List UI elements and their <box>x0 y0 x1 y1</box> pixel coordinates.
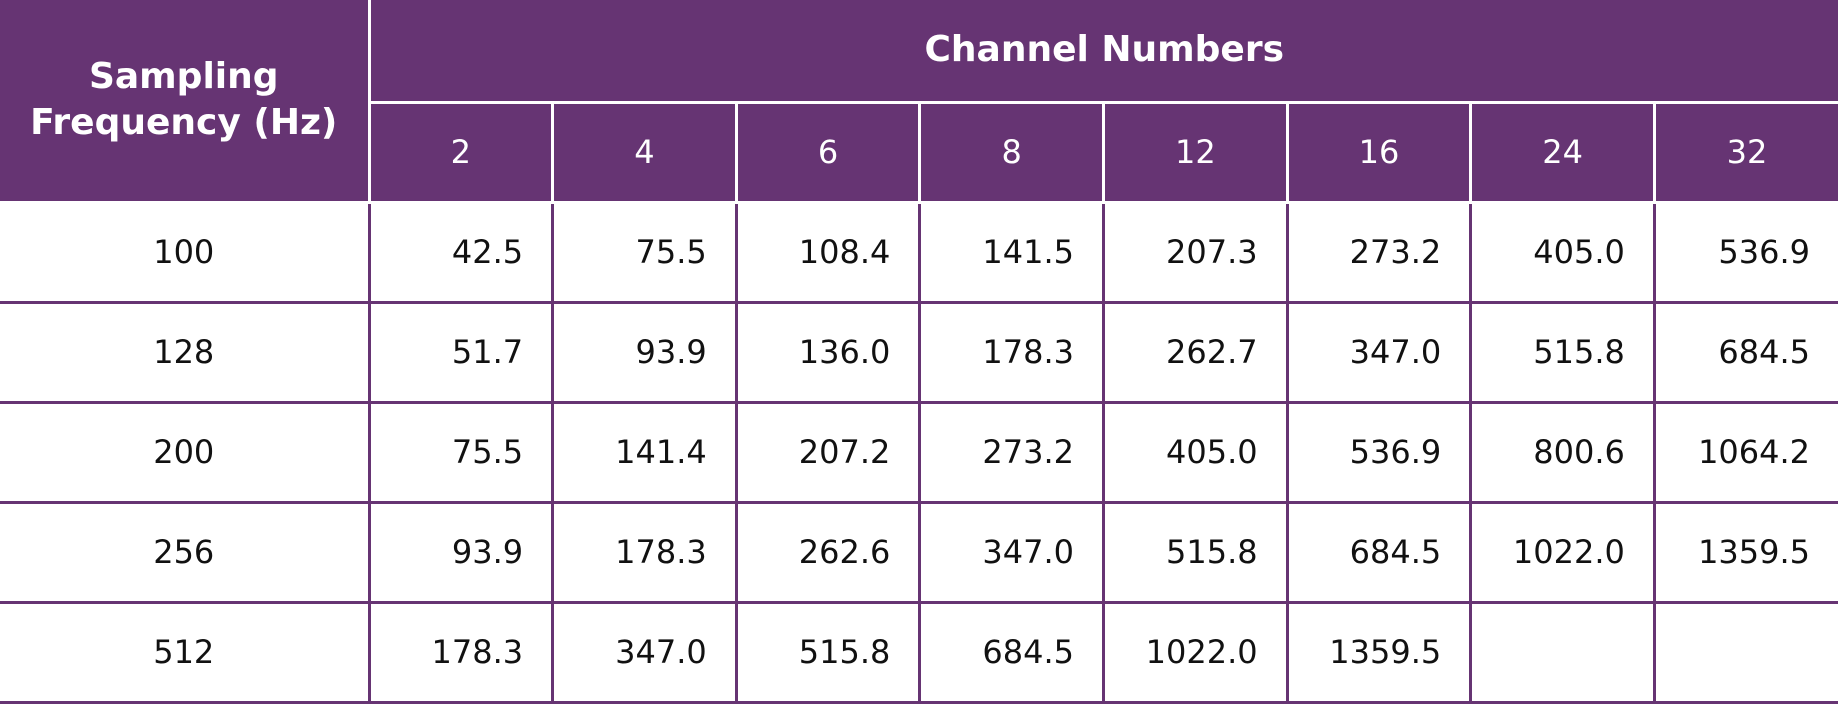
table-cell: 93.9 <box>367 500 555 604</box>
header-row: Sampling Frequency (Hz) Channel Numbers <box>0 0 1838 204</box>
table-cell: 347.0 <box>1285 300 1473 404</box>
table-cell: 141.4 <box>551 400 738 504</box>
row-header-cell: 128 <box>0 300 371 404</box>
table-cell: 347.0 <box>551 600 738 704</box>
table-cell: 108.4 <box>734 200 922 304</box>
table-cell: 536.9 <box>1285 400 1473 504</box>
header-row: 2 4 6 8 12 16 24 32 <box>0 100 1838 204</box>
table-cell: 1022.0 <box>1102 600 1289 704</box>
table-cell: 515.8 <box>1102 500 1289 604</box>
table-row: 100 42.5 75.5 108.4 141.5 207.3 273.2 405.0 536.… <box>0 200 1838 304</box>
table-cell: 207.3 <box>1102 200 1289 304</box>
row-header-cell: 256 <box>0 500 371 604</box>
table-row: 256 93.9 178.3 262.6 347.0 515.8 684.5 1022.0 13… <box>0 500 1838 604</box>
column-header: 16 <box>1285 100 1473 204</box>
table-row: 512 178.3 347.0 515.8 684.5 1022.0 1359.5 <box>0 600 1838 704</box>
table-cell: 178.3 <box>551 500 738 604</box>
table-cell: 347.0 <box>918 500 1105 604</box>
table-cell: 1359.5 <box>1652 500 1838 604</box>
table-cell: 684.5 <box>918 600 1105 704</box>
column-header: 4 <box>551 100 738 204</box>
table-cell <box>1469 600 1656 704</box>
table-cell: 93.9 <box>551 300 738 404</box>
table-cell: 178.3 <box>367 600 555 704</box>
table-cell: 141.5 <box>918 200 1105 304</box>
table-cell <box>1652 600 1838 704</box>
table-cell: 262.7 <box>1102 300 1289 404</box>
table-cell: 42.5 <box>367 200 555 304</box>
table-cell: 515.8 <box>1469 300 1656 404</box>
table-cell: 75.5 <box>551 200 738 304</box>
table-cell: 1022.0 <box>1469 500 1656 604</box>
table-cell: 1064.2 <box>1652 400 1838 504</box>
table-cell: 536.9 <box>1652 200 1838 304</box>
column-header: 12 <box>1102 100 1289 204</box>
table-cell: 684.5 <box>1285 500 1473 604</box>
table-cell: 515.8 <box>734 600 922 704</box>
row-header-cell: 100 <box>0 200 371 304</box>
table-head: Sampling Frequency (Hz) Channel Numbers … <box>0 0 1838 204</box>
column-header: 8 <box>918 100 1105 204</box>
table-cell: 178.3 <box>918 300 1105 404</box>
row-header-cell: 512 <box>0 600 371 704</box>
column-header: 2 <box>367 100 555 204</box>
column-header: 32 <box>1652 100 1838 204</box>
table-row: 128 51.7 93.9 136.0 178.3 262.7 347.0 515.8 684.… <box>0 300 1838 404</box>
table-cell: 207.2 <box>734 400 922 504</box>
table-cell: 405.0 <box>1102 400 1289 504</box>
table-cell: 1359.5 <box>1285 600 1473 704</box>
table-cell: 51.7 <box>367 300 555 404</box>
table-cell: 405.0 <box>1469 200 1656 304</box>
table-cell: 136.0 <box>734 300 922 404</box>
table-body: 100 42.5 75.5 108.4 141.5 207.3 273.2 405.0 536.… <box>0 200 1838 704</box>
table-cell: 800.6 <box>1469 400 1656 504</box>
row-header-cell: 200 <box>0 400 371 504</box>
table-row: 200 75.5 141.4 207.2 273.2 405.0 536.9 800.6 106… <box>0 400 1838 504</box>
table-cell: 684.5 <box>1652 300 1838 404</box>
column-header: 6 <box>734 100 922 204</box>
table-cell: 262.6 <box>734 500 922 604</box>
table-cell: 273.2 <box>1285 200 1473 304</box>
table-cell: 273.2 <box>918 400 1105 504</box>
column-header: 24 <box>1469 100 1656 204</box>
column-group-title: Channel Numbers <box>367 0 1838 104</box>
row-header-title: Sampling Frequency (Hz) <box>0 0 371 204</box>
table-cell: 75.5 <box>367 400 555 504</box>
